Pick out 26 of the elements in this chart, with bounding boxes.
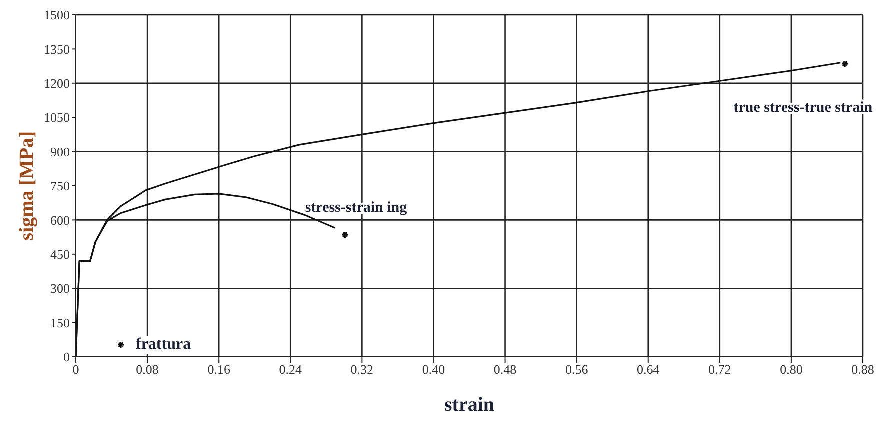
x-tick-label: 0.64	[636, 362, 660, 378]
y-tick-label: 1050	[44, 110, 70, 126]
y-tick-label: 1350	[44, 42, 70, 57]
x-tick-label: 0.16	[208, 362, 231, 378]
y-tick-label: 600	[50, 212, 70, 228]
x-tick-label: 0	[72, 362, 80, 378]
x-tick-label: 0.48	[494, 362, 517, 378]
y-tick-label: 300	[50, 281, 70, 296]
x-tick-label: 0.08	[136, 362, 159, 378]
y-tick-label: 900	[50, 144, 70, 160]
y-tick-label: 1200	[44, 76, 70, 92]
y-axis-title: sigma [MPa]	[16, 131, 38, 241]
x-tick-label: 0.72	[708, 362, 732, 378]
y-tick-label: 1500	[44, 8, 70, 23]
x-tick-label: 0.40	[422, 362, 446, 378]
x-axis-title: strain	[444, 394, 494, 416]
y-tick-label: 750	[50, 178, 70, 194]
x-tick-label: 0.24	[279, 362, 303, 378]
y-tick-label: 0	[64, 350, 70, 365]
x-tick-label: 0.80	[780, 362, 803, 378]
x-tick-label: 0.56	[565, 362, 589, 378]
y-tick-label: 150	[50, 315, 70, 330]
legend-label: frattura	[134, 336, 194, 354]
y-tick-label: 450	[50, 247, 70, 262]
x-tick-label: 0.32	[350, 362, 374, 378]
x-tick-label: 0.88	[852, 362, 874, 378]
